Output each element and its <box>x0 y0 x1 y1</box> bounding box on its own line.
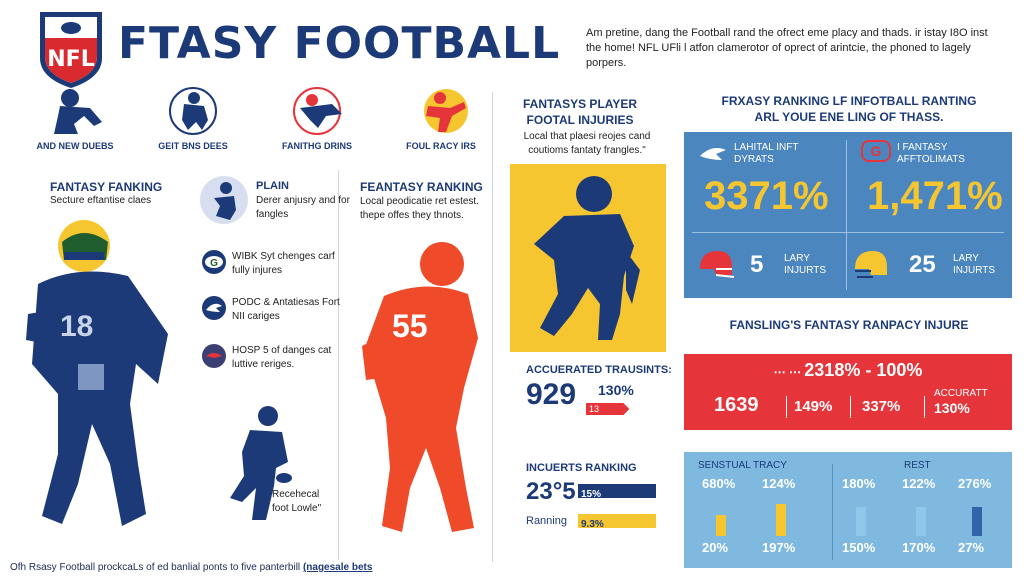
right-header-line2: ARL YOUE ENE LING OF THASS. <box>754 110 944 124</box>
footer-text: Ofh Rsasy Football prockcaLs of ed banli… <box>10 562 301 573</box>
right-header-line1: FRXASY RANKING LF INFOTBALL RANTING <box>721 94 977 108</box>
accuracy-bar: 13 <box>586 403 656 415</box>
red-panel-stat: 337% <box>862 398 901 415</box>
chart-column-top-label: 680% <box>702 476 736 491</box>
left-section-subtitle: Secture eftantise claes <box>50 195 152 206</box>
orange-player-illustration: 55 <box>356 238 486 538</box>
chart-column-bottom-label: 197% <box>762 540 796 555</box>
chart-column-bar <box>916 507 926 536</box>
accuracy-bar-label: 13 <box>589 404 600 414</box>
footer: Ofh Rsasy Football prockcaLs of ed banli… <box>10 562 372 573</box>
middle-section-text: Local peodicatie ret estest. thepe offes… <box>360 196 479 221</box>
insights-bar-2: 9.3% <box>578 514 656 530</box>
chart-column-top-label: 122% <box>902 476 936 491</box>
jersey-number-18: 18 <box>60 310 94 343</box>
stat-cell: LAHITAL INFT DYRATS 3371% <box>684 132 846 232</box>
g-logo-icon: G <box>861 140 891 162</box>
chart-column-bottom-label: 20% <box>702 540 729 555</box>
accuracy-percent: 130% <box>598 382 634 398</box>
chart-column-bottom-label: 27% <box>958 540 985 555</box>
kicking-player-icon <box>424 89 468 133</box>
red-panel-last-label: ACCURATT <box>934 388 988 399</box>
bottom-chart-right-title: REST <box>904 460 931 471</box>
chart-column-top-label: 180% <box>842 476 876 491</box>
top-icon-item: FOUL RACY IRS <box>406 86 496 151</box>
chart-column-top-label: 124% <box>762 476 796 491</box>
accuracy-value: 929 <box>526 378 577 411</box>
chart-column-bar <box>716 515 726 536</box>
player-panel-text: Local that plaesi reojes cand coutioms f… <box>523 131 651 156</box>
accuracy-title: ACCUERATED TRAUSINTS: <box>526 364 672 376</box>
jersey-number-55: 55 <box>392 308 428 344</box>
yellow-player-panel <box>510 164 666 352</box>
red-helmet-icon <box>700 251 735 278</box>
red-panel-sep <box>786 396 787 418</box>
insights-value: 23°5 <box>526 478 576 505</box>
chart-column-bar <box>972 507 982 536</box>
red-panel: ⋯ ⋯ 2318% - 100% 1639 149% 337% ACCURATT… <box>684 354 1012 430</box>
bottom-chart-divider <box>832 464 833 560</box>
crouching-player-icon <box>169 87 217 135</box>
left-section-title: FANTASY FANKING <box>50 180 163 194</box>
accuracy-bar-fill <box>586 403 629 415</box>
top-icons-row: AND NEW DUEBS GEIT BNS DEES FANITHG DRIN… <box>20 86 490 166</box>
insights-bar-1: 15% <box>578 484 656 500</box>
diving-player-icon <box>293 87 342 135</box>
page-title: FTASY FOOTBALL <box>118 18 561 69</box>
intro-text: Am pretine, dang the Football rand the o… <box>586 27 988 69</box>
stat-cell: G I FANTASY AFFTOLIMATS 1,471% <box>847 132 1012 232</box>
insights-bar-1-value: 15% <box>581 489 602 500</box>
stat-cell: 5 LARY INJURTS <box>684 233 846 298</box>
chart-column-top-label: 276% <box>958 476 992 491</box>
red-panel-headline: ⋯ ⋯ 2318% - 100% <box>773 360 923 380</box>
bottom-chart-left-title: SENSTUAL TRACY <box>698 460 787 471</box>
stat-cell: 25 LARY INJURTS <box>847 233 1012 298</box>
left-list: PLAIN Derer anjusry and for fangles G WI… <box>198 176 350 376</box>
team-logo-eagle-icon <box>202 296 226 320</box>
dash-decor-icon: ⋯ ⋯ <box>773 365 805 379</box>
red-panel-title: FANSLING'S FANTASY RANPACY INJURE <box>729 318 969 332</box>
chart-column-bar <box>856 507 866 536</box>
middle-section-title: FEANTASY RANKING <box>360 180 483 194</box>
insights-bar-2-value: 9.3% <box>581 519 604 530</box>
top-icon-item: AND NEW DUEBS <box>30 86 130 151</box>
bird-logo-icon <box>700 148 726 160</box>
chart-column-bottom-label: 150% <box>842 540 876 555</box>
nfl-logo: NFL <box>36 6 106 90</box>
stat-grid-divider-h <box>692 232 1004 233</box>
bottom-chart-panel: SENSTUAL TRACY REST 680% 20% 124% 197% 180% 1… <box>684 452 1012 568</box>
top-icon-item: FANITHG DRINS <box>282 86 372 151</box>
insights-title: INCUERTS RANKING <box>526 462 637 474</box>
divider <box>338 170 339 560</box>
yellow-helmet-icon <box>855 251 887 278</box>
small-player-illustration <box>222 402 302 530</box>
footer-link[interactable]: (nagesale bets <box>302 562 373 573</box>
red-panel-stat: 149% <box>794 398 833 415</box>
red-panel-sep <box>850 396 851 418</box>
red-panel-stat: 1639 <box>714 394 759 416</box>
svg-text:G: G <box>210 258 218 269</box>
red-panel-last-value: 130% <box>934 400 970 416</box>
team-logo-bird-icon <box>202 344 226 368</box>
red-panel-sep <box>924 396 925 418</box>
chart-column-bottom-label: 170% <box>902 540 936 555</box>
stat-grid-panel: LAHITAL INFT DYRATS 3371% G I FANTASY AF… <box>684 132 1012 298</box>
team-logo-g-icon: G <box>202 250 226 274</box>
divider <box>492 92 493 562</box>
navy-player-illustration: 18 <box>18 214 188 534</box>
nfl-logo-text: NFL <box>47 47 94 72</box>
insights-bar-2-label: Ranning <box>526 515 567 527</box>
small-caption: Recehecal foot Lowle" <box>272 489 322 514</box>
chart-column-bar <box>776 504 786 536</box>
player-panel-title: FANTASYS PLAYER FOOTAL INJURIES <box>522 97 638 127</box>
kneeling-player-icon <box>54 89 102 134</box>
stat-grid-divider-v <box>846 140 847 290</box>
player-silhouette-icon <box>200 176 248 224</box>
top-icon-item: GEIT BNS DEES <box>158 86 248 151</box>
